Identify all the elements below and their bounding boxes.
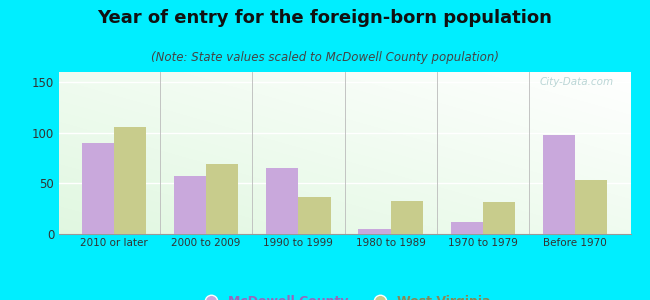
Text: (Note: State values scaled to McDowell County population): (Note: State values scaled to McDowell C… bbox=[151, 51, 499, 64]
Bar bbox=[298, 196, 331, 234]
Bar bbox=[266, 168, 298, 234]
Bar bbox=[450, 222, 483, 234]
Bar bbox=[358, 229, 391, 234]
Bar bbox=[391, 201, 423, 234]
Bar bbox=[543, 135, 575, 234]
Bar bbox=[575, 180, 608, 234]
Bar bbox=[114, 127, 146, 234]
Bar bbox=[206, 164, 239, 234]
Bar bbox=[174, 176, 206, 234]
Legend: McDowell County, West Virginia: McDowell County, West Virginia bbox=[194, 292, 495, 300]
Bar bbox=[483, 202, 515, 234]
Text: Year of entry for the foreign-born population: Year of entry for the foreign-born popul… bbox=[98, 9, 552, 27]
Text: City-Data.com: City-Data.com bbox=[540, 77, 614, 87]
Bar bbox=[81, 143, 114, 234]
